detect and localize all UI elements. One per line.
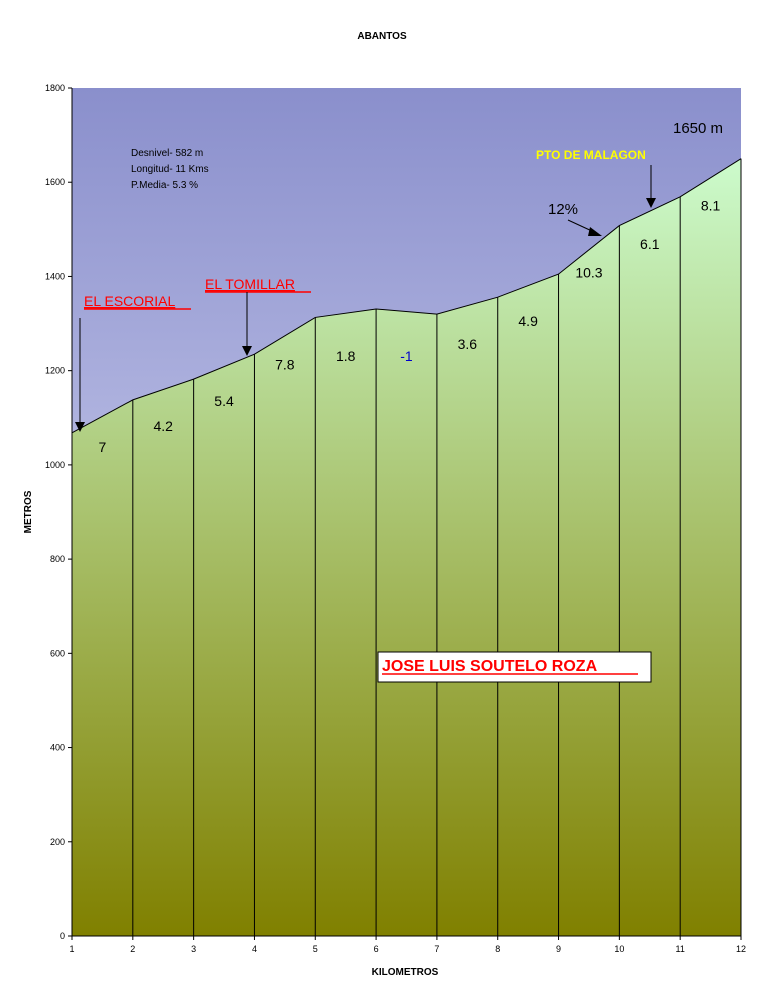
x-axis-title: KILOMETROS	[372, 967, 439, 978]
segment-gradient-label: 7	[99, 439, 107, 455]
mid-place-arrowhead	[242, 346, 252, 356]
x-tick-label: 2	[130, 944, 135, 954]
x-tick-label: 7	[434, 944, 439, 954]
y-tick-label: 800	[50, 554, 65, 564]
x-tick-label: 1	[69, 944, 74, 954]
y-tick-label: 1000	[45, 460, 65, 470]
pass-name-label: PTO DE MALAGON	[536, 148, 646, 162]
max-grade-label: 12%	[548, 201, 578, 218]
segment-gradient-label: 10.3	[575, 265, 602, 281]
y-axis-ticks: 0 200 400 600 800 1000 1200 1400 1600 1800	[45, 83, 72, 941]
y-tick-label: 600	[50, 648, 65, 658]
max-grade-arrowhead	[588, 227, 602, 236]
info-pmedia: P.Media- 5.3 %	[131, 180, 198, 191]
y-tick-label: 200	[50, 837, 65, 847]
author-box	[377, 651, 652, 683]
segment-gradient-labels: 7 4.2 5.4 7.8 1.8 -1 3.6 4.9 10.3 6.1 8.1	[99, 198, 721, 455]
x-tick-label: 4	[252, 944, 257, 954]
segment-gradient-label: 3.6	[458, 336, 478, 352]
segment-gradient-label: 8.1	[701, 198, 721, 214]
author-label: JOSE LUIS SOUTELO ROZA	[382, 658, 598, 675]
x-tick-label: 10	[614, 944, 624, 954]
chart-title: ABANTOS	[357, 31, 407, 42]
elevation-fill	[72, 158, 741, 936]
x-tick-label: 3	[191, 944, 196, 954]
start-place-label: EL ESCORIAL	[84, 293, 176, 309]
x-tick-label: 11	[676, 944, 685, 954]
elevation-line	[71, 158, 742, 434]
start-place-arrowhead	[75, 422, 85, 432]
info-desnivel: Desnivel- 582 m	[131, 148, 203, 159]
x-tick-label: 9	[556, 944, 561, 954]
segment-gradient-label: 5.4	[214, 393, 234, 409]
segment-gradient-label: 6.1	[640, 236, 660, 252]
y-tick-label: 0	[60, 931, 65, 941]
y-tick-label: 1600	[45, 177, 65, 187]
km-divider-lines	[132, 158, 742, 936]
summit-elevation-label: 1650 m	[673, 120, 723, 137]
x-tick-label: 8	[495, 944, 500, 954]
segment-gradient-label: 4.9	[518, 313, 538, 329]
mid-place-label: EL TOMILLAR	[205, 276, 295, 292]
info-longitud: Longitud- 11 Kms	[131, 164, 209, 175]
y-tick-label: 1400	[45, 271, 65, 281]
segment-gradient-label: 4.2	[153, 418, 173, 434]
segment-gradient-label: 1.8	[336, 348, 356, 364]
elevation-area	[71, 158, 742, 936]
x-tick-label: 6	[374, 944, 379, 954]
pass-arrowhead	[646, 198, 656, 208]
segment-gradient-label: 7.8	[275, 356, 295, 372]
x-tick-label: 12	[736, 944, 746, 954]
y-tick-label: 1800	[45, 83, 65, 93]
y-tick-label: 1200	[45, 366, 65, 376]
x-tick-label: 5	[313, 944, 318, 954]
y-tick-label: 400	[50, 743, 65, 753]
x-axis-ticks: 1 2 3 4 5 6 7 8 9 10 11 12	[69, 936, 746, 954]
y-axis-title: METROS	[23, 490, 34, 533]
segment-gradient-label: -1	[400, 348, 413, 364]
